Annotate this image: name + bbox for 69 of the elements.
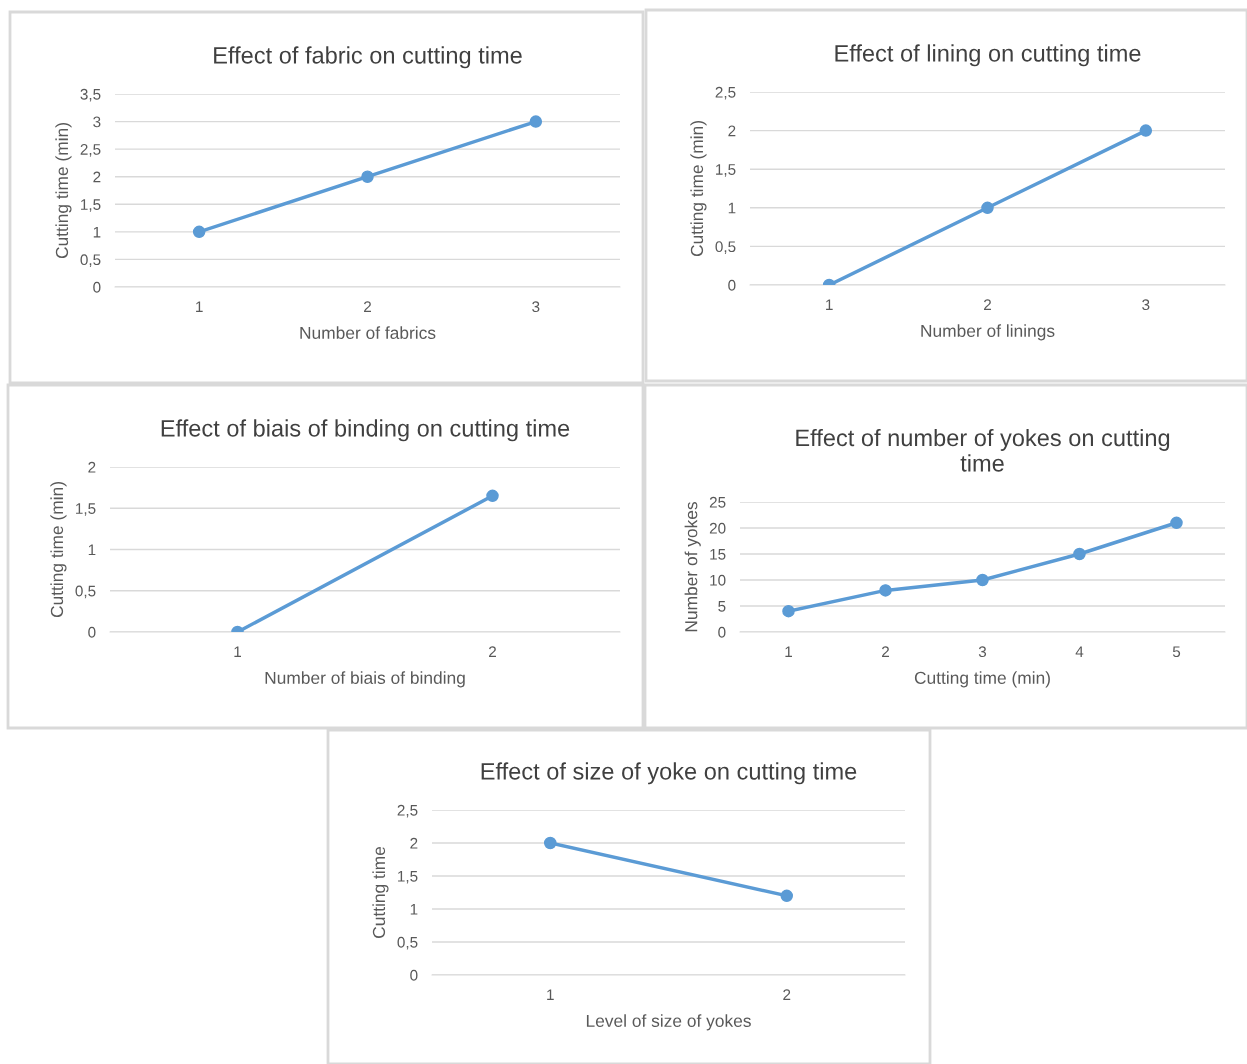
x-tick-label: 2 [882, 646, 889, 657]
x-axis-title: Level of size of yokes [586, 1014, 751, 1031]
y-axis-title: Cutting time (min) [690, 121, 707, 257]
point [529, 115, 543, 128]
y-tick-label: 10 [710, 574, 726, 586]
x-tick-label: 1 [826, 299, 833, 310]
x-tick-label: 1 [234, 646, 241, 657]
y-tick-label: 20 [709, 522, 726, 534]
x-axis-title: Number of biais of binding [265, 671, 465, 688]
x-axis-title: Number of linings [921, 324, 1055, 341]
y-tick-label: 1 [93, 226, 101, 238]
y-tick-label: 1,5 [81, 199, 101, 212]
y-axis-title: Cutting time (min) [50, 482, 67, 618]
y-tick-label: 0 [93, 281, 101, 293]
x-axis-title: Number of fabrics [300, 326, 436, 339]
point [361, 170, 374, 183]
x-tick-label: 4 [1075, 646, 1084, 657]
x-axis-title: Cutting time (min) [914, 671, 1050, 688]
y-tick-label: 2 [93, 171, 101, 183]
y-tick-label: 2 [88, 461, 96, 473]
point [782, 604, 795, 618]
y-axis-title: Number of yokes [684, 502, 701, 632]
point [192, 225, 206, 239]
y-tick-label: 0 [728, 279, 736, 291]
y-tick-label: 0,5 [80, 254, 101, 267]
y-tick-label: 0,5 [75, 585, 96, 599]
y-tick-label: 0 [718, 626, 726, 638]
y-tick-label: 3 [93, 116, 101, 128]
point [976, 573, 989, 587]
point [981, 201, 994, 215]
chart-title: Effect of fabric on cutting time [214, 46, 522, 69]
x-tick-label: 3 [1142, 299, 1150, 311]
point [1139, 124, 1153, 137]
y-tick-label: 1,5 [716, 164, 736, 177]
y-axis-title: Cutting time [372, 846, 389, 938]
y-tick-label: 0,5 [715, 241, 736, 254]
x-tick-label: 5 [1172, 646, 1181, 658]
x-tick-label: 2 [489, 646, 496, 657]
y-tick-label: 5 [718, 601, 726, 612]
chart-title: Effect of size of yoke on cutting time [481, 762, 857, 785]
point [1170, 516, 1183, 530]
y-tick-label: 1,5 [398, 871, 418, 884]
point [879, 584, 892, 597]
point [1073, 547, 1086, 561]
y-tick-label: 1 [88, 544, 96, 556]
y-axis-title: Cutting time (min) [55, 123, 72, 259]
y-tick-label: 1,5 [76, 503, 96, 516]
y-tick-label: 25 [709, 496, 726, 508]
chart-title: Effect of lining on cutting time [835, 44, 1141, 67]
x-tick-label: 1 [196, 301, 203, 312]
y-tick-label: 1 [728, 202, 736, 214]
y-tick-label: 2,5 [715, 86, 736, 100]
y-tick-label: 2,5 [80, 144, 101, 157]
x-tick-label: 2 [364, 301, 371, 312]
chart-title: Effect of number of yokes on cutting time [796, 428, 1170, 472]
y-tick-label: 2 [728, 125, 736, 137]
x-tick-label: 3 [978, 646, 987, 658]
y-tick-label: 0 [410, 969, 418, 981]
y-tick-label: 0,5 [397, 936, 418, 950]
y-tick-label: 2 [410, 837, 418, 849]
x-tick-label: 2 [984, 299, 991, 310]
y-tick-label: 15 [710, 549, 726, 560]
y-tick-label: 3,5 [80, 88, 101, 102]
y-tick-label: 0 [88, 626, 96, 638]
y-tick-label: 2,5 [397, 804, 418, 818]
x-tick-label: 1 [785, 646, 792, 657]
x-tick-label: 3 [532, 301, 540, 313]
y-tick-label: 1 [410, 904, 418, 915]
chart-title: Effect of biais of binding on cutting time [161, 419, 570, 442]
